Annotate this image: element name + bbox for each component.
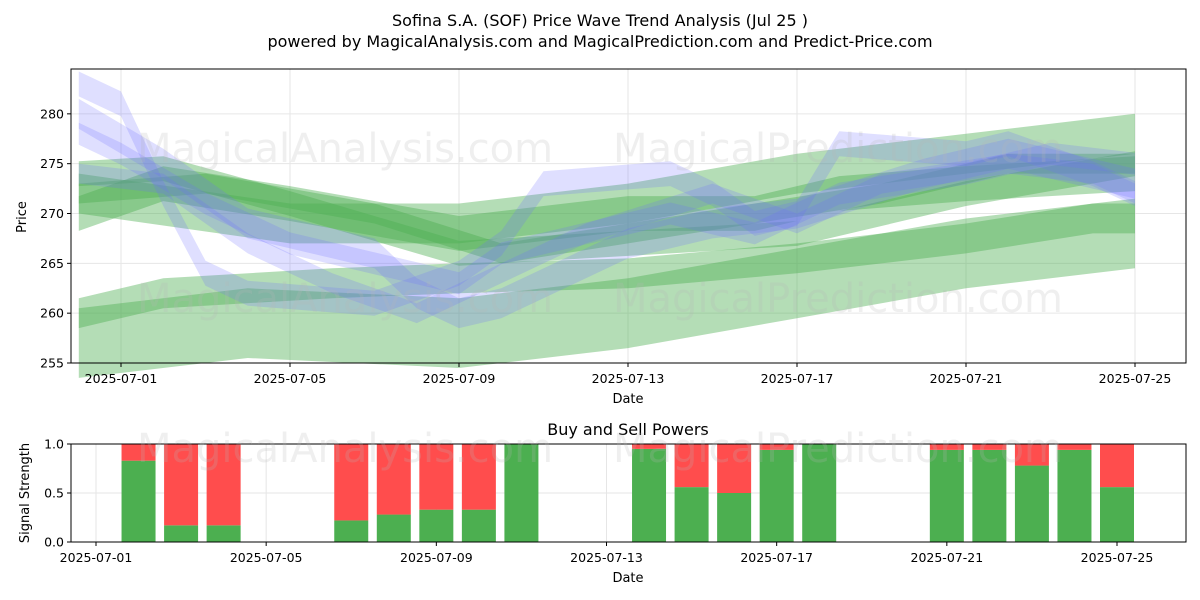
x-tick-label: 2025-07-25 [1081, 550, 1154, 565]
sell-power-bar [121, 444, 156, 461]
sell-power-bar [419, 444, 454, 510]
x-tick-label: 2025-07-09 [400, 550, 473, 565]
x-tick-label: 2025-07-01 [60, 550, 133, 565]
x-tick-label: 2025-07-21 [930, 371, 1003, 386]
buy-power-bar [802, 444, 837, 542]
sell-power-bar [972, 444, 1007, 450]
buy-power-bar [164, 525, 199, 542]
buy-power-bar [334, 520, 369, 542]
buy-power-bar [121, 460, 156, 542]
y-tick-label: 1.0 [44, 437, 64, 452]
buy-power-bar [419, 509, 454, 542]
sell-power-bar [1100, 444, 1134, 488]
green-wave-band [78, 156, 1135, 251]
sell-power-bar [206, 444, 241, 526]
buy-power-bar [759, 449, 794, 542]
x-tick-label: 2025-07-25 [1099, 371, 1172, 386]
buy-power-bar [1100, 487, 1134, 542]
buy-power-bar [717, 493, 752, 542]
green-wave-band [78, 151, 1135, 266]
y-tick-label: 280 [40, 106, 64, 121]
x-tick-label: 2025-07-01 [85, 371, 158, 386]
chart-subtitle: powered by MagicalAnalysis.com and Magic… [267, 32, 932, 51]
y-tick-label: 270 [40, 206, 64, 221]
x-tick-label: 2025-07-17 [740, 550, 813, 565]
sell-power-bar [376, 444, 411, 515]
bottom-y-axis-label: Signal Strength [18, 443, 33, 543]
y-tick-label: 255 [40, 356, 64, 371]
watermark-analysis-mid: MagicalAnalysis.com [137, 276, 553, 322]
blue-wave-band [78, 122, 1135, 295]
green-wave-band [78, 198, 1135, 378]
x-tick-label: 2025-07-13 [570, 550, 643, 565]
buy-power-bar [376, 514, 411, 542]
sell-power-bar [632, 444, 667, 449]
bottom-x-axis-label: Date [612, 571, 643, 586]
sell-power-bar [1014, 444, 1049, 466]
y-tick-label: 275 [40, 156, 64, 171]
x-tick-label: 2025-07-21 [911, 550, 984, 565]
x-tick-label: 2025-07-05 [254, 371, 327, 386]
price-wave-plot: 255 260 265 270 275 280 2025-07-01 2025-07-05 20… [40, 68, 1187, 386]
y-tick-label: 0.0 [44, 535, 64, 550]
buy-power-bar [206, 525, 241, 542]
buy-power-bar [929, 449, 964, 542]
buy-power-bar [461, 509, 496, 542]
bottom-chart-title: Buy and Sell Powers [547, 420, 709, 439]
sell-power-bar [717, 444, 752, 493]
watermark-prediction-top: MagicalPrediction.com [613, 126, 1063, 172]
x-tick-label: 2025-07-17 [761, 371, 834, 386]
buy-power-bar [632, 448, 667, 542]
buy-power-bar [674, 487, 709, 542]
sell-power-bar [929, 444, 964, 450]
x-tick-label: 2025-07-05 [230, 550, 303, 565]
green-wave-band [78, 203, 1135, 329]
buy-sell-power-plot: 0.0 0.5 1.0 2025-07-01 2025-07-05 2025-07-09 2… [44, 437, 1187, 565]
buy-power-bar [1014, 465, 1049, 542]
x-tick-label: 2025-07-13 [592, 371, 665, 386]
sell-power-bar [674, 444, 709, 488]
sell-power-bar [461, 444, 496, 510]
watermark-analysis-bottom: MagicalAnalysis.com [137, 426, 553, 472]
green-wave-band [78, 153, 1135, 264]
blue-wave-band [78, 153, 1135, 324]
sell-power-bar [334, 444, 369, 521]
sell-power-bar [759, 444, 794, 450]
watermark-prediction-bottom: MagicalPrediction.com [613, 426, 1063, 472]
sell-power-bar [1057, 444, 1092, 450]
sell-power-bar [164, 444, 199, 526]
buy-power-bar [504, 444, 539, 542]
watermark-analysis-top: MagicalAnalysis.com [137, 126, 553, 172]
buy-power-bar [1057, 449, 1092, 542]
chart-title: Sofina S.A. (SOF) Price Wave Trend Analy… [392, 11, 808, 30]
buy-power-bar [972, 449, 1007, 542]
top-x-axis-label: Date [612, 392, 643, 407]
watermark-prediction-mid: MagicalPrediction.com [613, 276, 1063, 322]
top-y-axis-label: Price [15, 201, 30, 233]
y-tick-label: 265 [40, 256, 64, 271]
x-tick-label: 2025-07-09 [423, 371, 496, 386]
green-wave-band [78, 113, 1135, 244]
y-tick-label: 260 [40, 306, 64, 321]
y-tick-label: 0.5 [44, 486, 64, 501]
